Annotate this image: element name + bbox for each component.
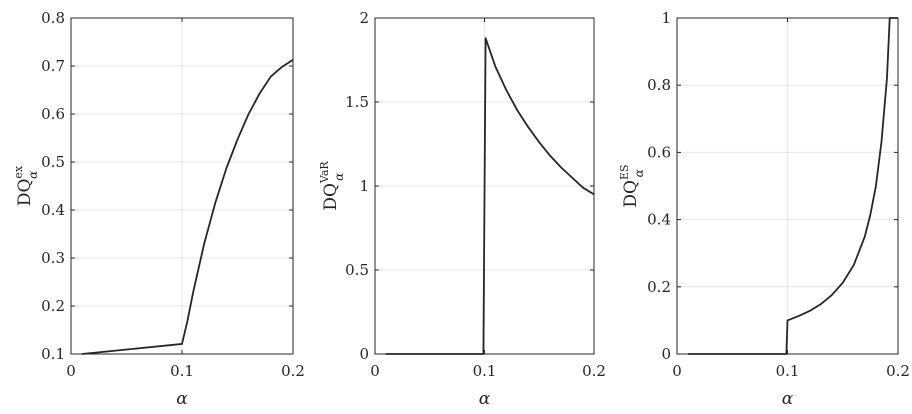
series-line [385, 37, 595, 355]
y-axis-label-sub: α [632, 169, 646, 177]
x-axis-label: α [782, 389, 794, 409]
x-tick-label: 0.1 [776, 362, 800, 380]
x-tick-label: 0 [66, 362, 76, 380]
y-tick-label: 2 [359, 9, 369, 27]
y-tick-label: 1.5 [345, 93, 369, 111]
y-tick-label: 0.2 [41, 297, 65, 315]
y-axis-label-sub: α [332, 173, 346, 181]
y-axis-label-sup: ex [12, 165, 25, 179]
y-tick-label: 0.6 [647, 143, 671, 161]
series-line [82, 59, 294, 355]
y-tick-label: 0.6 [41, 105, 65, 123]
y-axis-label-sup: VaR [318, 161, 331, 184]
y-tick-label: 0 [359, 345, 369, 363]
x-tick-label: 0.1 [473, 362, 497, 380]
y-axis-label-base: DQ [621, 180, 641, 208]
y-tick-label: 1 [661, 9, 671, 27]
y-tick-label: 0.1 [41, 345, 65, 363]
x-tick-label: 0.1 [170, 362, 194, 380]
y-tick-label: 1 [359, 177, 369, 195]
series-line [688, 17, 898, 355]
y-tick-label: 0 [661, 345, 671, 363]
x-axis-label: α [479, 389, 491, 409]
y-axis-label: DQexα [12, 165, 40, 206]
y-axis-label-sub: α [26, 171, 40, 179]
y-tick-label: 0.3 [41, 249, 65, 267]
y-tick-label: 0.8 [41, 9, 65, 27]
y-axis-label: DQVaRα [318, 161, 346, 211]
y-tick-label: 0.5 [345, 261, 369, 279]
x-tick-label: 0.2 [582, 362, 606, 380]
y-tick-label: 0.8 [647, 76, 671, 94]
y-tick-label: 0.4 [647, 211, 671, 229]
x-tick-label: 0.2 [886, 362, 910, 380]
x-tick-label: 0.2 [281, 362, 305, 380]
x-tick-label: 0 [672, 362, 682, 380]
y-axis-label-sup: ES [618, 164, 631, 180]
y-tick-label: 0.2 [647, 278, 671, 296]
y-tick-label: 0.4 [41, 201, 65, 219]
x-axis-label: α [176, 389, 188, 409]
y-axis-label-base: DQ [15, 179, 35, 207]
y-tick-label: 0.5 [41, 153, 65, 171]
y-axis-label: DQESα [618, 164, 646, 207]
y-axis-label-base: DQ [321, 183, 341, 211]
x-tick-label: 0 [370, 362, 380, 380]
y-tick-label: 0.7 [41, 57, 65, 75]
